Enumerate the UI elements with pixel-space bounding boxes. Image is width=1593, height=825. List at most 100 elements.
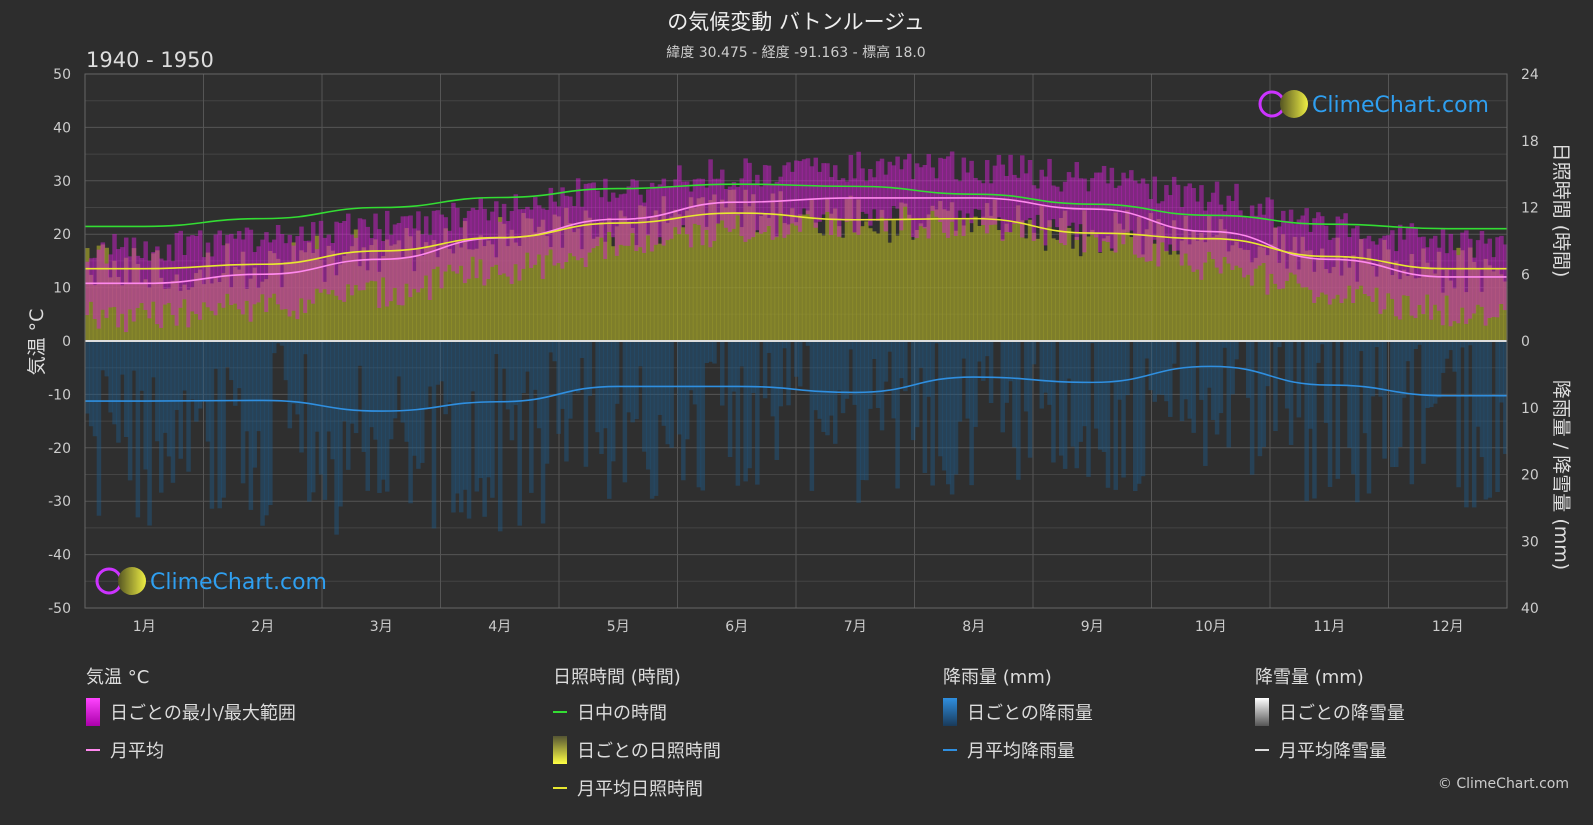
rain-day-bar xyxy=(1078,341,1083,442)
sunshine-day-bar xyxy=(1323,269,1329,341)
rain-day-bar xyxy=(1277,341,1282,348)
rain-day-bar xyxy=(934,341,939,344)
sunshine-day-bar xyxy=(353,229,359,341)
temp-range-day-bar xyxy=(388,234,394,302)
sunshine-day-bar xyxy=(209,283,215,341)
temp-range-day-bar xyxy=(1277,226,1282,290)
temp-range-day-bar xyxy=(1012,174,1017,225)
temp-range-day-bar xyxy=(1452,250,1457,322)
temp-range-day-bar xyxy=(123,237,129,333)
rain-day-bar xyxy=(603,341,608,429)
sunshine-day-bar xyxy=(451,253,456,341)
rain-day-bar xyxy=(400,341,406,423)
sunshine-day-bar xyxy=(934,209,939,341)
rain-day-bar xyxy=(1136,341,1142,484)
temp-range-day-bar xyxy=(482,208,487,286)
sunshine-day-bar xyxy=(1312,271,1317,341)
sunshine-day-bar xyxy=(1109,250,1115,341)
sunshine-day-bar xyxy=(735,213,741,341)
sunshine-day-bar xyxy=(856,199,861,341)
sunshine-day-bar xyxy=(833,208,838,341)
sunshine-day-bar xyxy=(536,226,542,341)
rain-day-bar xyxy=(357,341,363,366)
temp-range-day-bar xyxy=(260,239,265,295)
rain-day-bar xyxy=(256,341,261,432)
temp-range-day-bar xyxy=(533,197,538,265)
temp-range-day-bar xyxy=(116,249,121,328)
temp-range-day-bar xyxy=(938,157,943,223)
sunshine-day-bar xyxy=(708,199,713,341)
temp-range-day-bar xyxy=(112,234,117,307)
rain-day-bar xyxy=(1179,341,1185,422)
rain-day-bar xyxy=(112,341,117,425)
y-left-tick-label: 50 xyxy=(53,67,71,83)
sunshine-day-bar xyxy=(322,281,328,341)
sunshine-day-bar xyxy=(540,219,546,341)
temp-range-day-bar xyxy=(1409,223,1415,316)
rain-day-bar xyxy=(988,341,994,404)
sunshine-day-bar xyxy=(178,290,183,341)
rain-day-bar xyxy=(1366,341,1372,494)
rain-day-bar xyxy=(1487,341,1493,498)
temp-range-day-bar xyxy=(1432,235,1438,305)
rain-day-bar xyxy=(712,341,717,364)
sunshine-day-bar xyxy=(1199,232,1204,341)
logo-bottom: ClimeChart.com xyxy=(95,567,327,595)
rain-day-bar xyxy=(1456,341,1461,488)
temp-range-day-bar xyxy=(92,257,98,320)
temp-range-day-bar xyxy=(431,210,437,270)
temp-range-day-bar xyxy=(1082,178,1087,253)
rain-day-bar xyxy=(299,341,304,453)
sunshine-day-bar xyxy=(1284,268,1290,341)
rain-day-bar xyxy=(782,341,787,349)
rain-day-bar xyxy=(384,341,390,492)
temp-range-day-bar xyxy=(1230,201,1235,270)
rain-day-bar xyxy=(1207,341,1212,388)
temp-range-day-bar xyxy=(96,249,102,329)
rain-day-bar xyxy=(1222,341,1228,348)
sunshine-day-bar xyxy=(805,210,811,341)
sunshine-day-bar xyxy=(852,232,857,341)
sunshine-day-bar xyxy=(439,243,445,341)
rain-day-bar xyxy=(1051,341,1056,463)
rain-day-bar xyxy=(240,341,246,484)
sunshine-day-bar xyxy=(782,223,787,341)
rain-day-bar xyxy=(108,341,113,413)
rain-day-bar xyxy=(1066,341,1072,379)
rain-day-bar xyxy=(533,341,538,390)
temp-range-day-bar xyxy=(844,181,850,222)
rain-day-bar xyxy=(1304,341,1309,502)
legend-temperature-title: 気温 °C xyxy=(86,667,150,688)
temp-range-day-bar xyxy=(1086,191,1091,234)
rain-day-bar xyxy=(840,341,846,414)
temp-range-day-bar xyxy=(505,221,511,277)
temp-range-day-bar xyxy=(1199,185,1204,280)
temp-range-day-bar xyxy=(322,237,328,290)
temp-range-day-bar xyxy=(1448,233,1454,327)
temp-range-day-bar xyxy=(1066,172,1072,226)
rain-day-bar xyxy=(634,341,639,420)
rain-day-bar xyxy=(1452,341,1457,372)
temp-range-day-bar xyxy=(174,232,180,326)
temp-range-day-bar xyxy=(1020,155,1025,238)
temp-range-day-bar xyxy=(914,163,920,239)
temp-range-day-bar xyxy=(988,183,994,225)
rain-day-bar xyxy=(626,341,632,413)
temp-range-day-bar xyxy=(529,209,534,268)
rain-swatch xyxy=(943,698,957,726)
sunshine-day-bar xyxy=(801,214,807,341)
rain-day-bar xyxy=(92,341,98,437)
rain-day-bar xyxy=(1125,341,1130,396)
sunshine-day-bar xyxy=(564,207,569,341)
rain-day-bar xyxy=(104,341,109,377)
rain-day-bar xyxy=(100,341,106,371)
temp-range-day-bar xyxy=(1187,183,1193,266)
sunshine-day-bar xyxy=(875,233,881,341)
temp-range-day-bar xyxy=(494,201,499,265)
sunshine-day-bar xyxy=(373,239,378,341)
sunshine-day-bar xyxy=(544,236,550,341)
temp-range-day-bar xyxy=(856,151,861,235)
rain-day-bar xyxy=(540,341,546,524)
chart-subtitle: 緯度 30.475 - 経度 -91.163 - 標高 18.0 xyxy=(666,44,925,61)
temp-range-day-bar xyxy=(346,213,351,285)
